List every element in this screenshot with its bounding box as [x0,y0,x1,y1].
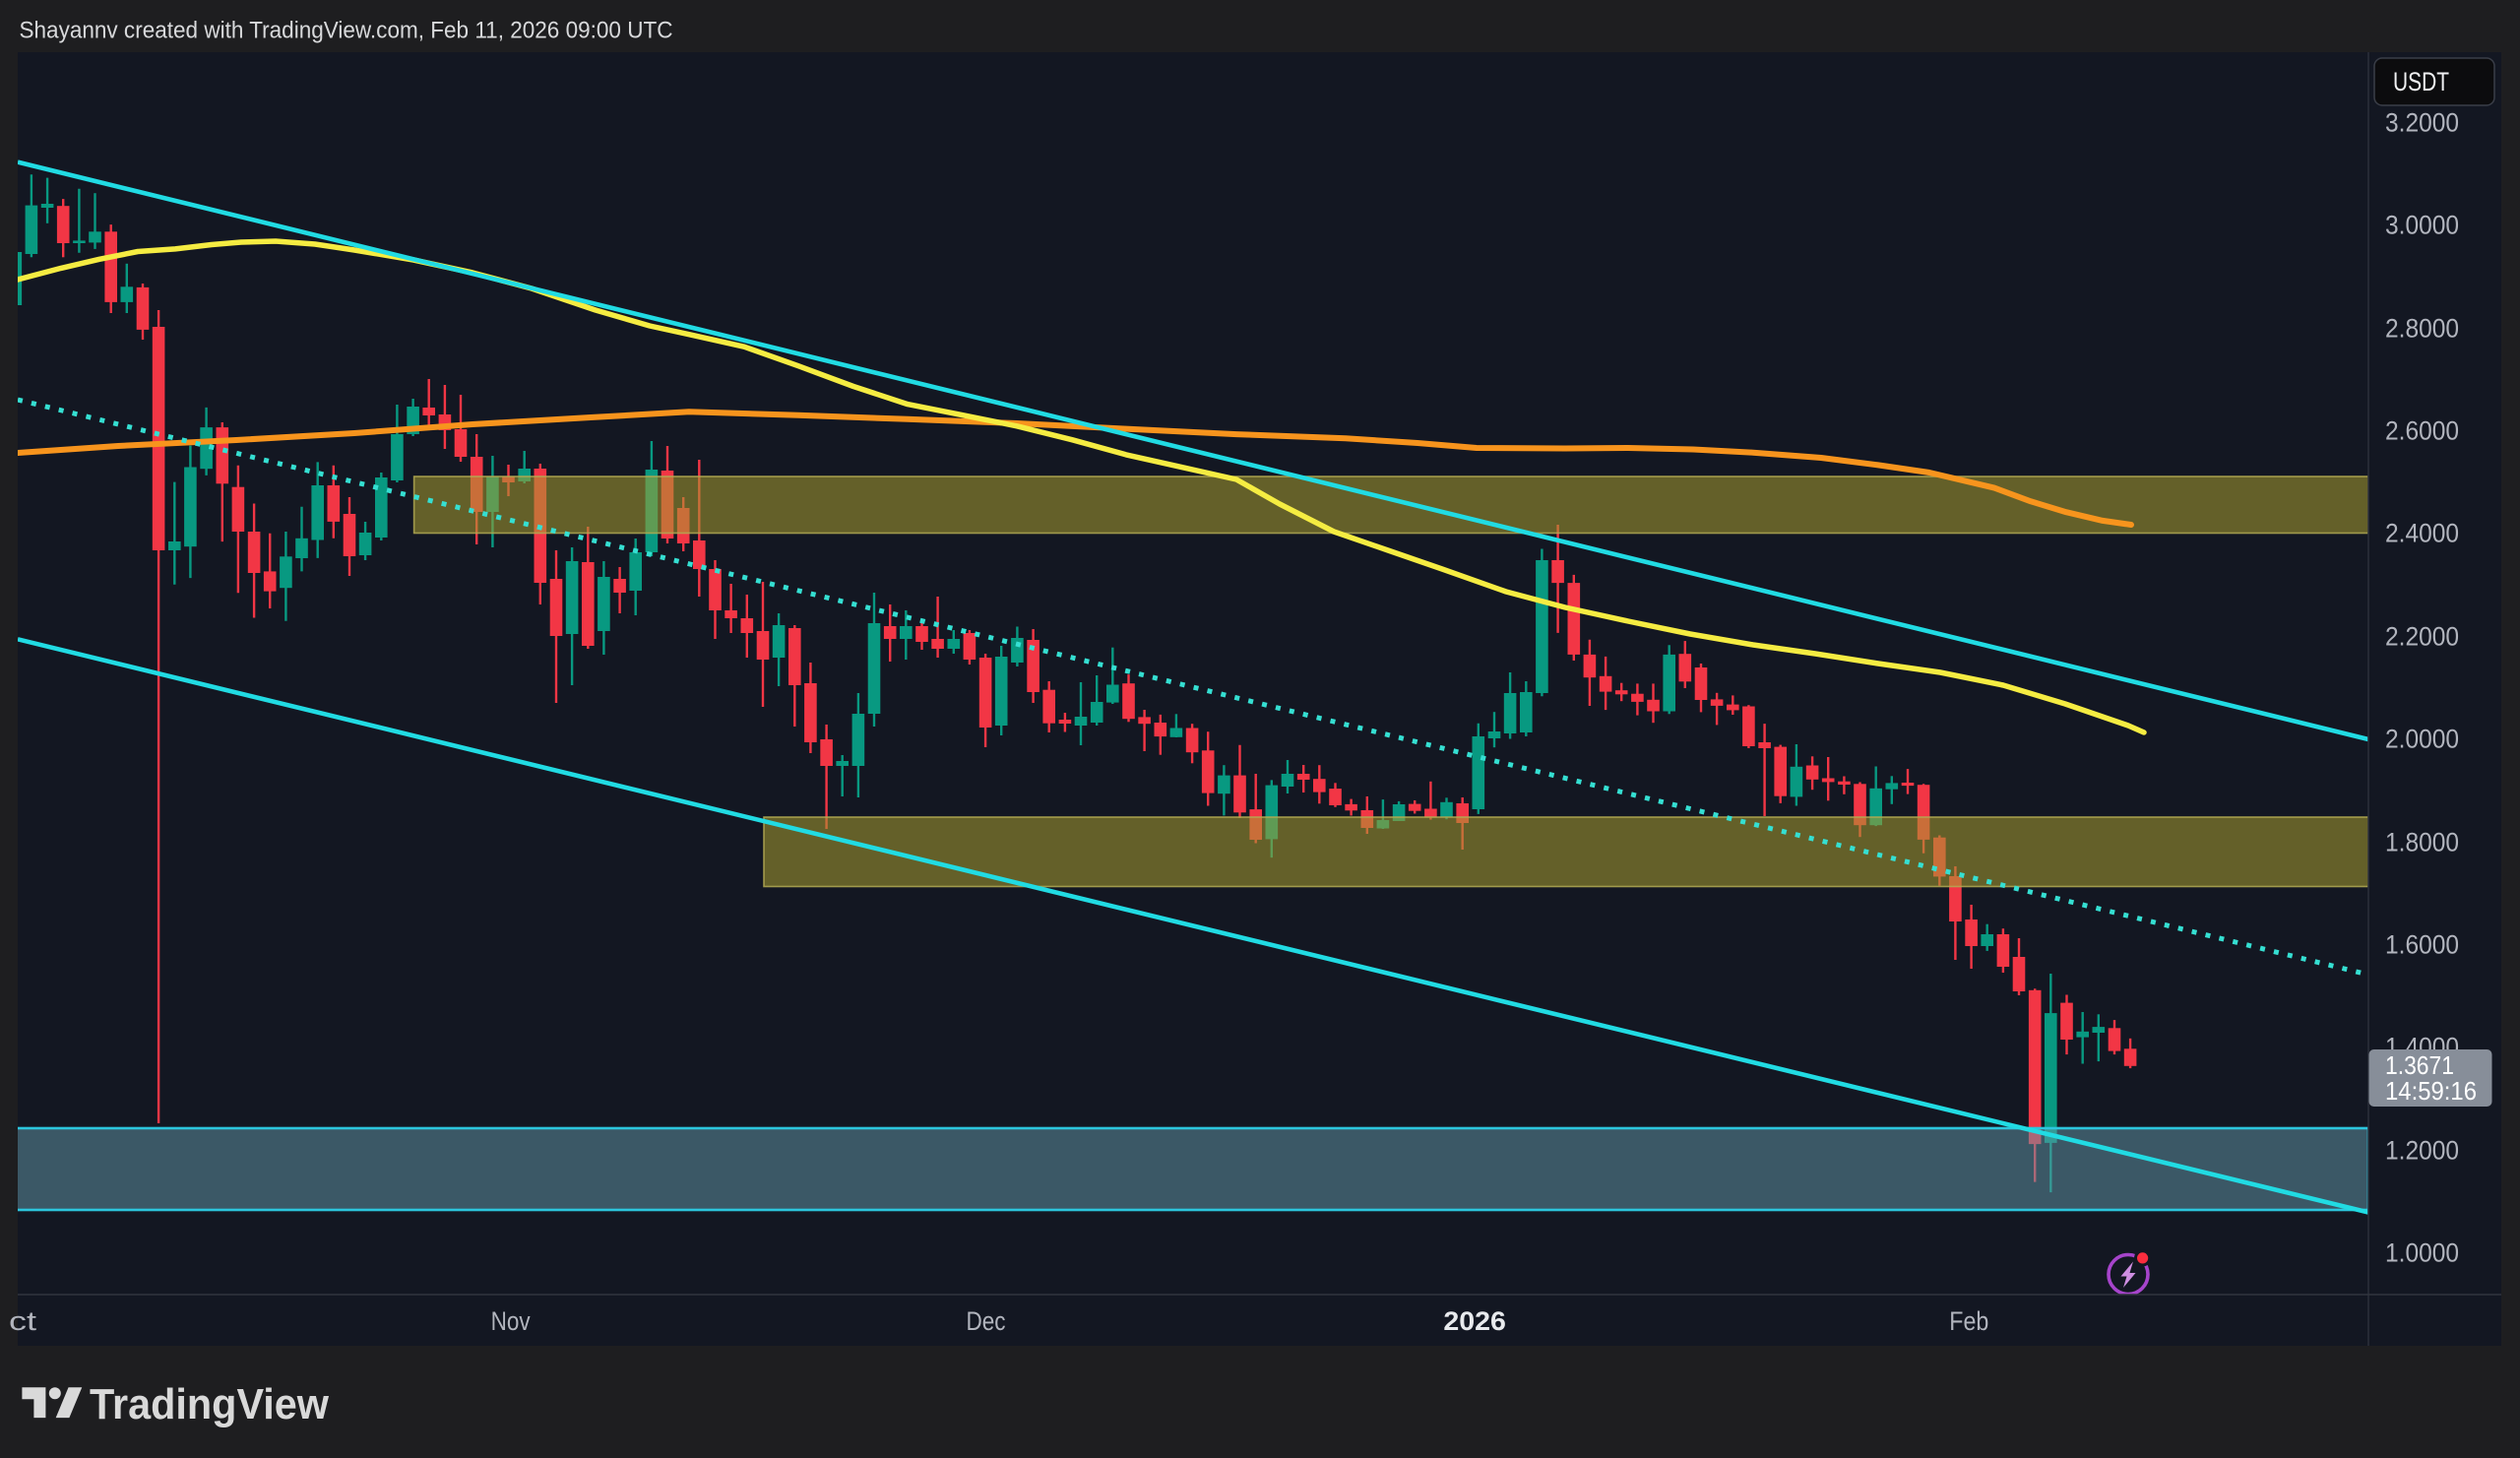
svg-text:3.0000: 3.0000 [2385,211,2459,240]
svg-text:2026: 2026 [1443,1306,1506,1336]
svg-text:2.4000: 2.4000 [2385,519,2459,548]
svg-text:2.0000: 2.0000 [2385,725,2459,754]
svg-text:2.6000: 2.6000 [2385,416,2459,446]
svg-text:1.6000: 1.6000 [2385,930,2459,960]
svg-text:1.0000: 1.0000 [2385,1238,2459,1268]
svg-text:Nov: Nov [491,1306,531,1336]
svg-text:1.8000: 1.8000 [2385,828,2459,857]
svg-text:3.2000: 3.2000 [2385,108,2459,138]
svg-text:1.3671: 1.3671 [2385,1050,2454,1080]
svg-text:Dec: Dec [967,1306,1006,1336]
svg-text:14:59:16: 14:59:16 [2385,1076,2477,1106]
svg-text:Shayannv created with TradingV: Shayannv created with TradingView.com, F… [20,18,673,44]
svg-text:TradingView: TradingView [90,1380,330,1428]
svg-text:Feb: Feb [1949,1306,1988,1336]
svg-text:1.2000: 1.2000 [2385,1136,2459,1166]
svg-text:USDT: USDT [2393,67,2449,96]
svg-text:2.2000: 2.2000 [2385,622,2459,652]
svg-text:2.8000: 2.8000 [2385,314,2459,344]
svg-text:ct: ct [9,1306,37,1336]
